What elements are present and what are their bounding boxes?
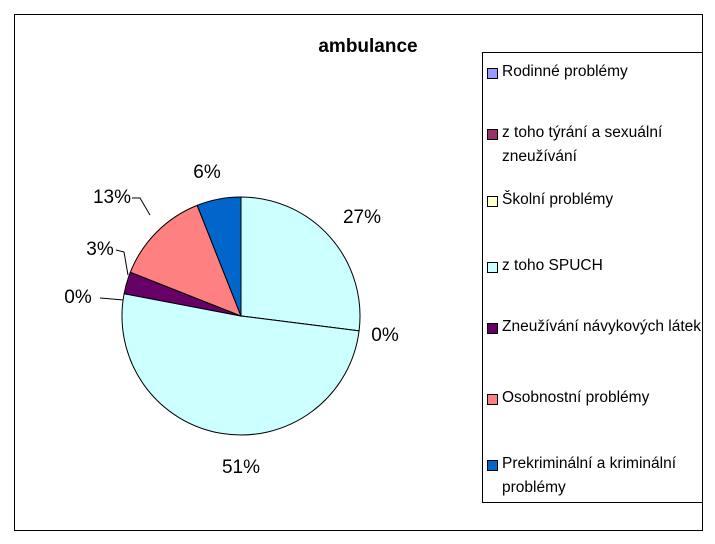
data-label: 13% xyxy=(93,187,131,208)
legend-label: Rodinné problémy xyxy=(502,63,628,80)
leader-line xyxy=(132,197,151,216)
leader-line xyxy=(99,297,125,301)
legend-swatch xyxy=(487,68,498,79)
legend-label: z toho SPUCH xyxy=(502,257,603,274)
leader-line xyxy=(115,249,129,276)
pie-slice xyxy=(129,204,242,317)
data-label: 0% xyxy=(371,325,399,346)
data-label: 0% xyxy=(64,287,92,308)
legend-label: Školní problémy xyxy=(502,191,614,208)
legend-label: Zneužívání návykových látek xyxy=(502,318,702,335)
legend-label: z toho týrání a sexuální zneužívání xyxy=(502,124,663,165)
data-label: 51% xyxy=(222,457,260,478)
legend-swatch xyxy=(487,262,498,273)
data-label: 6% xyxy=(193,162,221,183)
chart-title: ambulance xyxy=(318,36,417,57)
legend-label: Prekriminální a kriminální problémy xyxy=(502,455,676,496)
legend-label: Osobnostní problémy xyxy=(502,389,650,406)
legend-swatch xyxy=(487,460,498,471)
data-label: 27% xyxy=(343,207,381,228)
pie-slice xyxy=(240,196,361,332)
legend-swatch xyxy=(487,323,498,334)
legend-swatch xyxy=(487,394,498,405)
data-label: 3% xyxy=(86,239,114,260)
pie-slice xyxy=(196,196,242,317)
legend-swatch xyxy=(487,129,498,140)
pie-slice xyxy=(121,293,360,436)
legend-box xyxy=(482,52,703,503)
legend-swatch xyxy=(487,196,498,207)
